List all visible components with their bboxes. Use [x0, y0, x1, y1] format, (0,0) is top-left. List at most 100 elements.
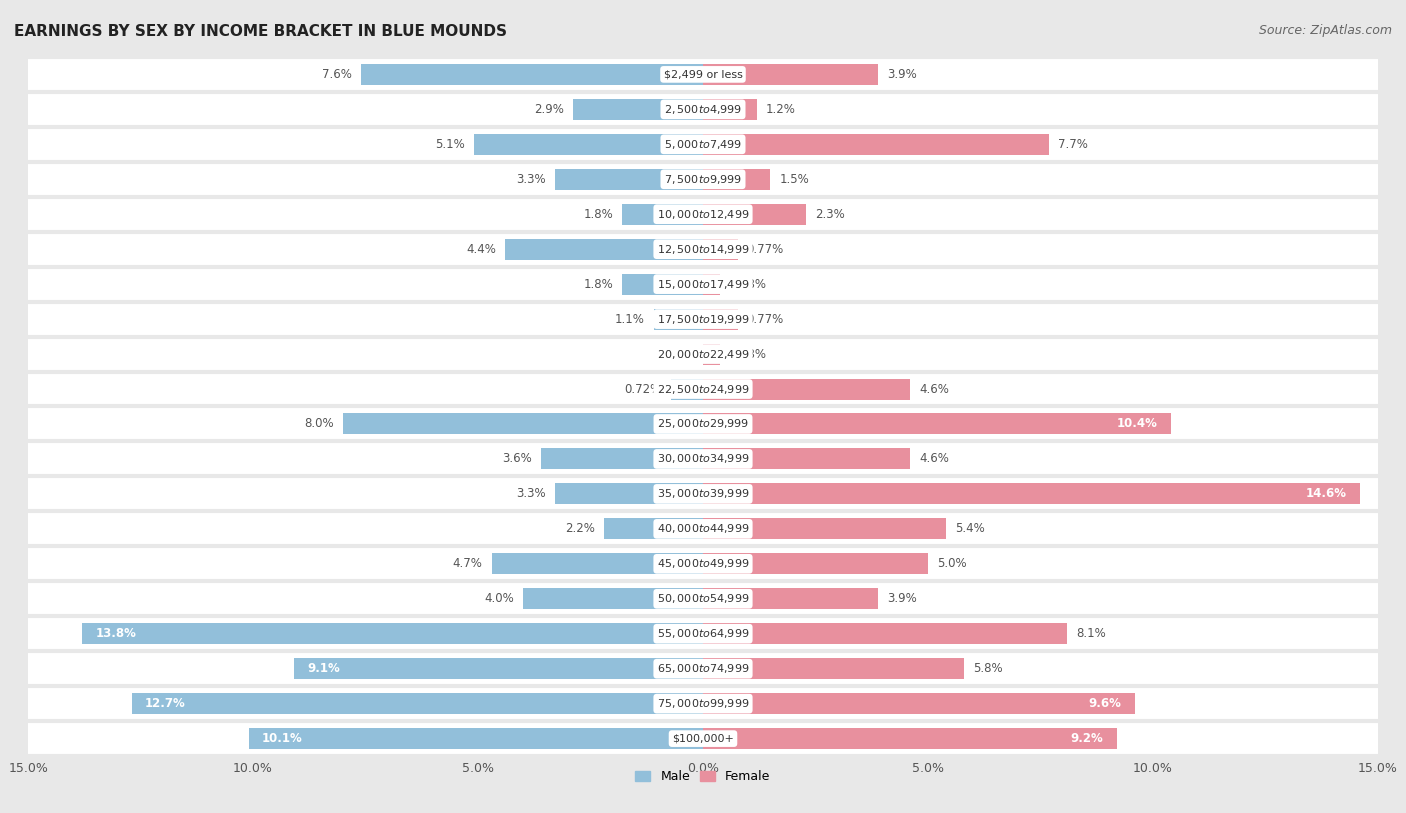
FancyBboxPatch shape — [28, 476, 1378, 511]
Text: 4.0%: 4.0% — [484, 593, 515, 605]
Text: 10.1%: 10.1% — [262, 733, 302, 745]
Bar — [703, 274, 720, 294]
Text: $15,000 to $17,499: $15,000 to $17,499 — [657, 278, 749, 290]
Text: 4.4%: 4.4% — [467, 243, 496, 255]
Text: $10,000 to $12,499: $10,000 to $12,499 — [657, 208, 749, 220]
FancyBboxPatch shape — [28, 302, 1378, 337]
Bar — [703, 659, 965, 679]
Text: $12,500 to $14,999: $12,500 to $14,999 — [657, 243, 749, 255]
FancyBboxPatch shape — [28, 232, 1378, 267]
Text: $35,000 to $39,999: $35,000 to $39,999 — [657, 488, 749, 500]
FancyBboxPatch shape — [28, 686, 1378, 721]
Bar — [343, 414, 703, 434]
FancyBboxPatch shape — [28, 127, 1378, 162]
Legend: Male, Female: Male, Female — [630, 765, 776, 789]
Text: 0.77%: 0.77% — [747, 313, 785, 325]
Bar — [703, 379, 910, 399]
Text: $75,000 to $99,999: $75,000 to $99,999 — [657, 698, 749, 710]
Text: 3.3%: 3.3% — [516, 488, 546, 500]
Bar — [554, 484, 703, 504]
Bar — [703, 99, 756, 120]
Text: Source: ZipAtlas.com: Source: ZipAtlas.com — [1258, 24, 1392, 37]
FancyBboxPatch shape — [28, 337, 1378, 372]
Text: $45,000 to $49,999: $45,000 to $49,999 — [657, 558, 749, 570]
FancyBboxPatch shape — [28, 721, 1378, 756]
Text: 3.9%: 3.9% — [887, 593, 917, 605]
Text: 5.1%: 5.1% — [434, 138, 464, 150]
Text: $5,000 to $7,499: $5,000 to $7,499 — [664, 138, 742, 150]
Text: 5.8%: 5.8% — [973, 663, 1002, 675]
FancyBboxPatch shape — [28, 581, 1378, 616]
Text: 5.4%: 5.4% — [955, 523, 984, 535]
Text: 8.0%: 8.0% — [305, 418, 335, 430]
Bar — [605, 519, 703, 539]
Text: 0.72%: 0.72% — [624, 383, 662, 395]
Bar — [621, 274, 703, 294]
Text: 10.4%: 10.4% — [1116, 418, 1157, 430]
Text: 4.6%: 4.6% — [920, 383, 949, 395]
Text: 9.6%: 9.6% — [1088, 698, 1122, 710]
Bar — [703, 169, 770, 189]
Bar — [703, 589, 879, 609]
Bar — [294, 659, 703, 679]
Bar — [703, 449, 910, 469]
Bar — [703, 239, 738, 259]
Text: $50,000 to $54,999: $50,000 to $54,999 — [657, 593, 749, 605]
FancyBboxPatch shape — [28, 57, 1378, 92]
Text: 0.38%: 0.38% — [730, 348, 766, 360]
Bar — [621, 204, 703, 224]
Bar — [703, 204, 807, 224]
Bar — [703, 64, 879, 85]
Bar — [703, 414, 1171, 434]
Text: 1.1%: 1.1% — [614, 313, 644, 325]
Bar — [671, 379, 703, 399]
Bar — [572, 99, 703, 120]
Text: 9.1%: 9.1% — [307, 663, 340, 675]
Bar — [541, 449, 703, 469]
FancyBboxPatch shape — [28, 511, 1378, 546]
Text: 4.7%: 4.7% — [453, 558, 482, 570]
Text: 13.8%: 13.8% — [96, 628, 136, 640]
Bar — [492, 554, 703, 574]
Bar — [703, 519, 946, 539]
Text: $40,000 to $44,999: $40,000 to $44,999 — [657, 523, 749, 535]
Bar — [703, 134, 1049, 154]
Text: $30,000 to $34,999: $30,000 to $34,999 — [657, 453, 749, 465]
Text: $17,500 to $19,999: $17,500 to $19,999 — [657, 313, 749, 325]
Bar — [703, 728, 1116, 749]
Bar — [554, 169, 703, 189]
Bar — [82, 624, 703, 644]
Text: 3.3%: 3.3% — [516, 173, 546, 185]
FancyBboxPatch shape — [28, 616, 1378, 651]
Text: $55,000 to $64,999: $55,000 to $64,999 — [657, 628, 749, 640]
Text: 8.1%: 8.1% — [1077, 628, 1107, 640]
FancyBboxPatch shape — [28, 546, 1378, 581]
FancyBboxPatch shape — [28, 406, 1378, 441]
FancyBboxPatch shape — [28, 92, 1378, 127]
FancyBboxPatch shape — [28, 651, 1378, 686]
FancyBboxPatch shape — [28, 267, 1378, 302]
Bar — [703, 344, 720, 364]
Text: $2,499 or less: $2,499 or less — [664, 69, 742, 80]
Text: 3.6%: 3.6% — [502, 453, 531, 465]
Bar — [474, 134, 703, 154]
Text: EARNINGS BY SEX BY INCOME BRACKET IN BLUE MOUNDS: EARNINGS BY SEX BY INCOME BRACKET IN BLU… — [14, 24, 508, 39]
Text: 5.0%: 5.0% — [936, 558, 966, 570]
FancyBboxPatch shape — [28, 441, 1378, 476]
Text: 1.8%: 1.8% — [583, 278, 613, 290]
Text: 12.7%: 12.7% — [145, 698, 186, 710]
Text: 0.38%: 0.38% — [730, 278, 766, 290]
Bar — [132, 693, 703, 714]
Text: $20,000 to $22,499: $20,000 to $22,499 — [657, 348, 749, 360]
Text: 7.7%: 7.7% — [1059, 138, 1088, 150]
Text: 1.5%: 1.5% — [779, 173, 810, 185]
Text: 1.2%: 1.2% — [766, 103, 796, 115]
Text: $25,000 to $29,999: $25,000 to $29,999 — [657, 418, 749, 430]
Bar — [703, 693, 1135, 714]
FancyBboxPatch shape — [28, 372, 1378, 406]
Text: $65,000 to $74,999: $65,000 to $74,999 — [657, 663, 749, 675]
Text: 9.2%: 9.2% — [1071, 733, 1104, 745]
Text: $7,500 to $9,999: $7,500 to $9,999 — [664, 173, 742, 185]
Bar — [703, 484, 1360, 504]
FancyBboxPatch shape — [28, 162, 1378, 197]
